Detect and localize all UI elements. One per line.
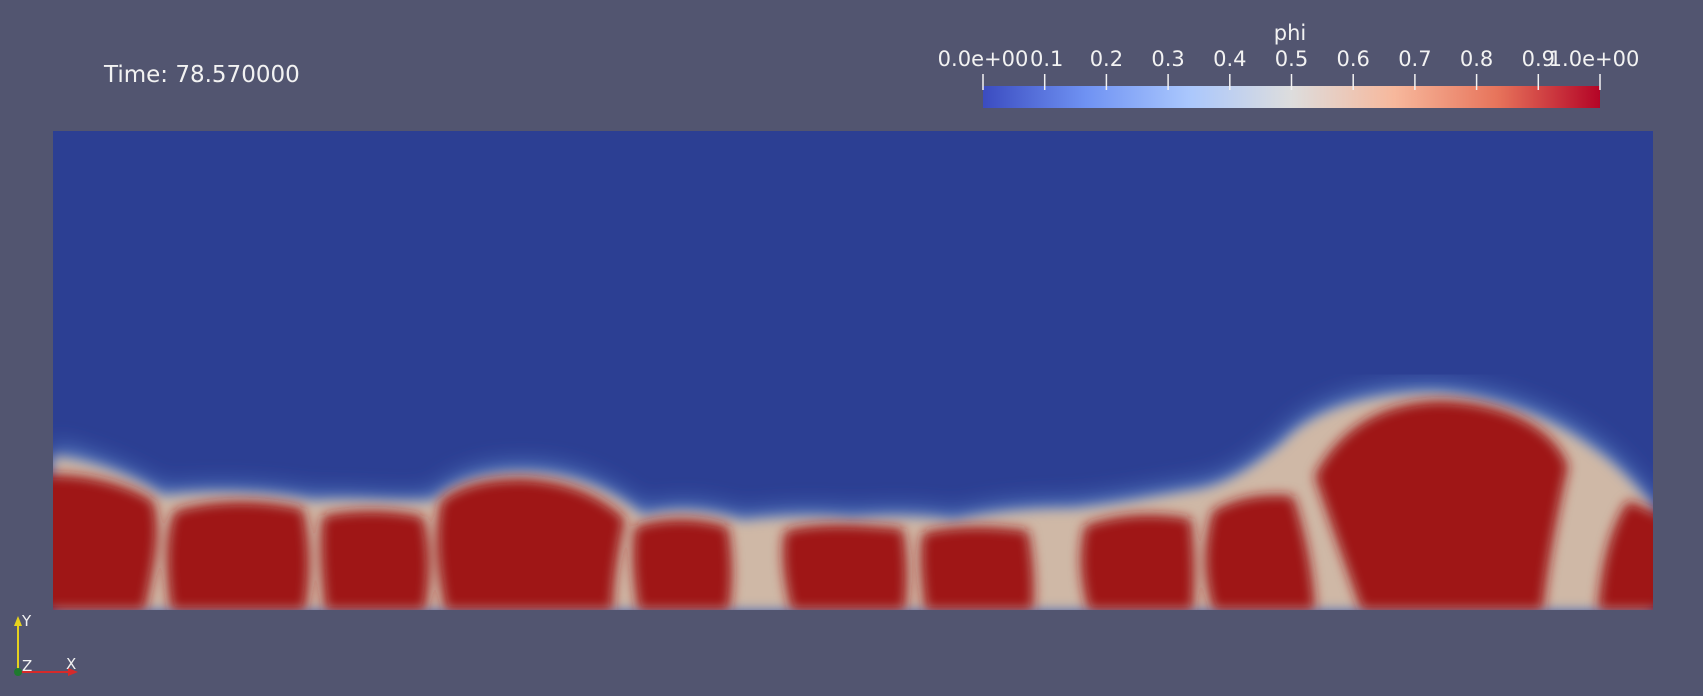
colorbar-tick-label: 0.0e+00 [938,47,1029,71]
colorbar-gradient-bar [983,86,1600,108]
y-axis-arrowhead [14,616,22,626]
orientation-axes-widget: Y Z X [14,612,78,676]
grain-region [320,510,430,610]
colorbar-legend: phi 0.0e+00 0.1 0.2 0.3 0.4 0.5 0.6 0.7 0.8 0.91.… [938,21,1640,108]
phase-field-plot[interactable] [53,131,1653,610]
grain-region [920,526,1034,610]
colorbar-tick-label: 0.9 [1522,47,1555,71]
z-axis-dot [14,668,22,676]
grain-region [1205,495,1315,610]
grain-region [166,501,310,610]
grain-region [1315,401,1568,610]
grain-region [783,524,908,610]
colorbar-tick-label: 0.6 [1336,47,1369,71]
colorbar-title: phi [1274,21,1306,45]
grain-region [632,519,732,610]
colorbar-tick-label: 0.5 [1275,47,1308,71]
x-axis-label: X [66,655,76,673]
colorbar-tick-label: 0.1 [1030,47,1063,71]
grain-region [53,474,158,610]
colorbar-tick-label: 0.7 [1398,47,1431,71]
grain-region [1081,514,1195,610]
colorbar-tick-label: 0.8 [1460,47,1493,71]
colorbar-tick-label: 0.3 [1151,47,1184,71]
z-axis-label: Z [22,657,32,675]
colorbar-tick-label: 0.4 [1213,47,1246,71]
colorbar-tick-label: 0.2 [1090,47,1123,71]
grain-region [1598,501,1653,610]
grain-region [436,479,625,610]
x-axis-arrowhead [68,668,78,676]
colorbar-tick-label: 1.0e+00 [1549,47,1640,71]
time-annotation: Time: 78.570000 [104,62,300,88]
y-axis-label: Y [21,612,32,630]
